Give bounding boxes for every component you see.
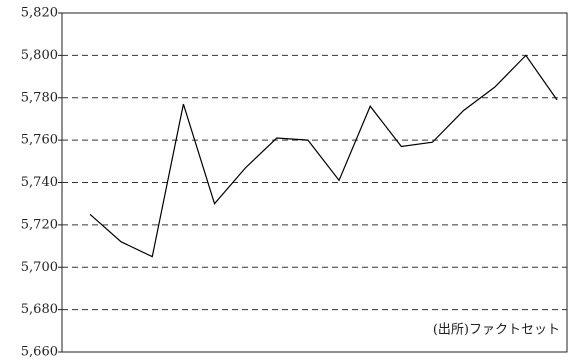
y-tick-label: 5,760 [21,133,58,148]
y-tick-label: 5,700 [21,260,58,275]
y-tick-label: 5,800 [21,48,58,63]
y-tick-label: 5,720 [21,217,58,232]
y-tick-label: 5,820 [21,6,58,21]
data-line [89,54,558,258]
y-tick-label: 5,780 [21,90,58,105]
y-tick-label: 5,680 [21,302,58,317]
y-tick-label: 5,660 [21,345,58,360]
y-tick-label: 5,740 [21,175,58,190]
source-note: (出所)ファクトセット [433,323,560,338]
